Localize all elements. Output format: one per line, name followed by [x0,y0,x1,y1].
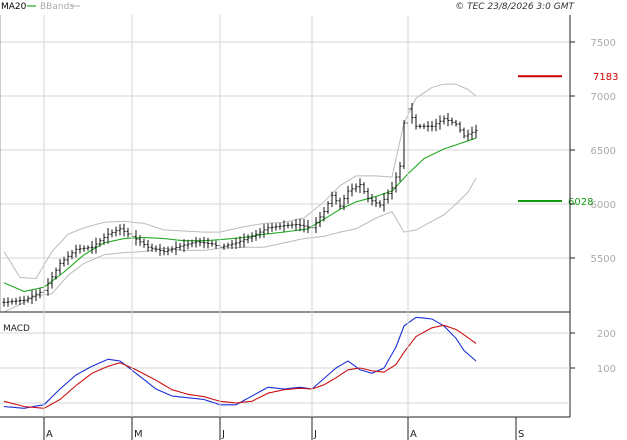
resistance-label: 7183 [593,72,618,83]
macd-signal-line [3,324,477,409]
support-label: 6028 [568,197,593,208]
macd-label: MACD [3,324,30,334]
bollinger-upper-band [3,83,477,280]
price-tick-label: 6500 [591,146,616,157]
price-tick-label: 7000 [591,92,616,103]
month-tick-label: A [410,429,417,440]
macd-panel: 100 200 MACD [0,316,616,409]
macd-gridlines [0,332,570,404]
price-tick-label: 7500 [591,38,616,49]
macd-y-axis: 100 200 [570,329,616,375]
month-tick-label: J [313,429,317,440]
ma20-line [3,137,477,293]
copyright-timestamp: © TEC 23/8/2026 3:0 GMT [455,2,575,12]
month-tick-label: A [46,429,53,440]
price-panel: 5500 6000 6500 7000 7500 7183 6028 [0,15,618,313]
price-bars [2,102,478,307]
legend-ma20: MA20 [1,2,27,12]
macd-tick-label: 200 [597,329,616,340]
price-gridlines [0,41,570,259]
macd-line [3,316,477,409]
price-y-axis: 5500 6000 6500 7000 7500 [570,38,616,265]
month-tick-label: M [134,429,143,440]
month-tick-label: S [518,429,524,440]
month-tick-label: J [221,429,225,440]
legend-bbands: BBands [40,2,74,12]
macd-tick-label: 100 [597,364,616,375]
price-tick-label: 5500 [591,254,616,265]
price-tick-label: 6000 [591,200,616,211]
